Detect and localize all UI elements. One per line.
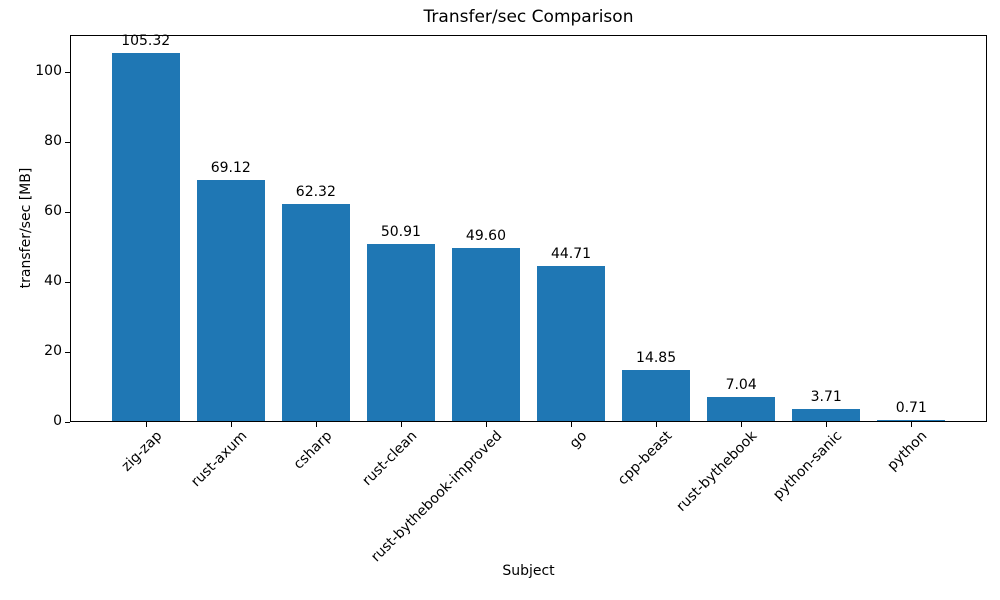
y-axis-label: transfer/sec [MB] xyxy=(18,167,34,289)
x-tick-mark xyxy=(230,422,232,427)
bar-value-label: 3.71 xyxy=(810,389,842,406)
bar-zig-zap xyxy=(111,53,180,421)
x-tick-mark xyxy=(485,422,487,427)
y-tick-mark xyxy=(65,351,70,353)
bar-rust-axum xyxy=(196,180,265,421)
bar-value-label: 69.12 xyxy=(210,160,251,177)
bar-python xyxy=(877,419,946,421)
x-tick-mark xyxy=(911,422,913,427)
chart-title: Transfer/sec Comparison xyxy=(423,7,634,27)
y-tick-mark xyxy=(65,71,70,73)
bar-value-label: 62.32 xyxy=(295,183,336,200)
y-tick-mark xyxy=(65,421,70,423)
bar-value-label: 0.71 xyxy=(895,399,927,416)
bar-rust-bythebook-improved xyxy=(451,248,520,421)
y-tick-label: 0 xyxy=(53,413,62,429)
y-tick-label: 80 xyxy=(44,133,62,150)
bar-value-label: 50.91 xyxy=(380,223,421,240)
x-tick-mark xyxy=(315,422,317,427)
y-tick-label: 100 xyxy=(35,63,62,80)
bar-python-sanic xyxy=(792,409,861,421)
x-axis-label: Subject xyxy=(502,563,555,579)
x-tick-mark xyxy=(145,422,147,427)
x-tick-mark xyxy=(741,422,743,427)
bar-value-label: 105.32 xyxy=(121,33,171,50)
bar-cpp-beast xyxy=(622,370,691,421)
bar-value-label: 49.60 xyxy=(465,228,506,245)
x-tick-mark xyxy=(826,422,828,427)
x-tick-mark xyxy=(571,422,573,427)
bar-value-label: 14.85 xyxy=(636,350,677,367)
y-tick-label: 60 xyxy=(44,203,62,220)
y-tick-label: 40 xyxy=(44,273,62,290)
y-tick-label: 20 xyxy=(44,343,62,359)
bar-rust-bythebook xyxy=(707,397,776,421)
bar-value-label: 7.04 xyxy=(725,377,757,394)
bar-go xyxy=(537,265,606,421)
x-tick-mark xyxy=(656,422,658,427)
bar-csharp xyxy=(281,203,350,421)
bar-value-label: 44.71 xyxy=(550,245,592,262)
y-tick-mark xyxy=(65,141,70,143)
x-tick-mark xyxy=(400,422,402,427)
y-tick-mark xyxy=(65,211,70,213)
y-tick-mark xyxy=(65,281,70,283)
bar-rust-clean xyxy=(366,243,435,421)
